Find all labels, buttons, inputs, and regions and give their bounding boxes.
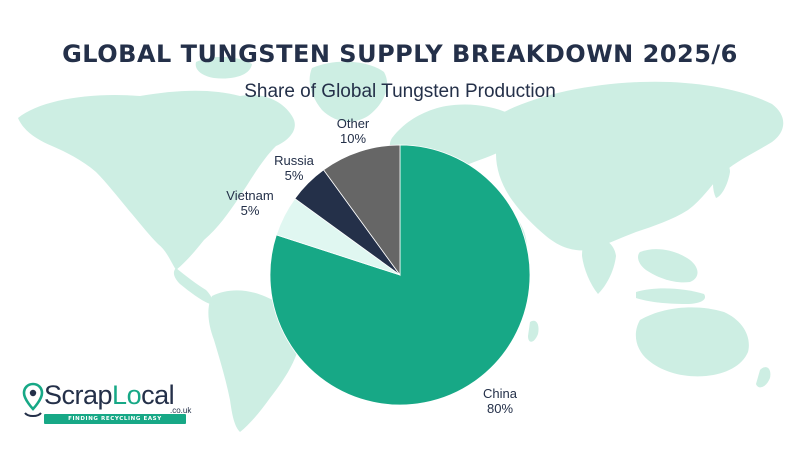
map-asia [496, 81, 784, 251]
logo-wordmark: ScrapLocal [44, 380, 175, 410]
map-india [582, 237, 616, 294]
page-subtitle: Share of Global Tungsten Production [244, 81, 556, 102]
map-greenland [309, 61, 388, 122]
map-southeast-asia [638, 249, 698, 283]
slice-label-vietnam: Vietnam [226, 188, 273, 203]
slice-value-other: 10% [340, 131, 366, 146]
logo-tagline: FINDING RECYCLING EASY [44, 414, 186, 424]
slice-value-china: 80% [487, 401, 513, 416]
slice-label-russia: Russia [274, 153, 315, 168]
map-arctic-islands [195, 56, 252, 79]
slice-value-russia: 5% [285, 168, 304, 183]
slice-value-vietnam: 5% [241, 203, 260, 218]
slice-label-china: China [483, 386, 518, 401]
map-indonesia [636, 288, 706, 304]
map-north-america [18, 90, 295, 270]
page-title: GLOBAL TUNGSTEN SUPPLY BREAKDOWN 2025/6 [62, 40, 738, 68]
map-new-zealand [756, 367, 771, 388]
pie-slice-other [323, 144, 401, 277]
pie-slices [269, 144, 531, 406]
map-madagascar [528, 320, 539, 342]
map-japan [713, 163, 730, 198]
map-pin-recycle-icon [22, 382, 44, 417]
map-australia [635, 307, 749, 377]
map-central-america [173, 268, 213, 304]
map-south-america [208, 290, 301, 432]
slice-label-other: Other [337, 116, 370, 131]
logo-domain: .co.uk [170, 406, 192, 415]
scraplocal-logo: ScrapLocal .co.uk FINDING RECYCLING EASY [22, 380, 200, 426]
